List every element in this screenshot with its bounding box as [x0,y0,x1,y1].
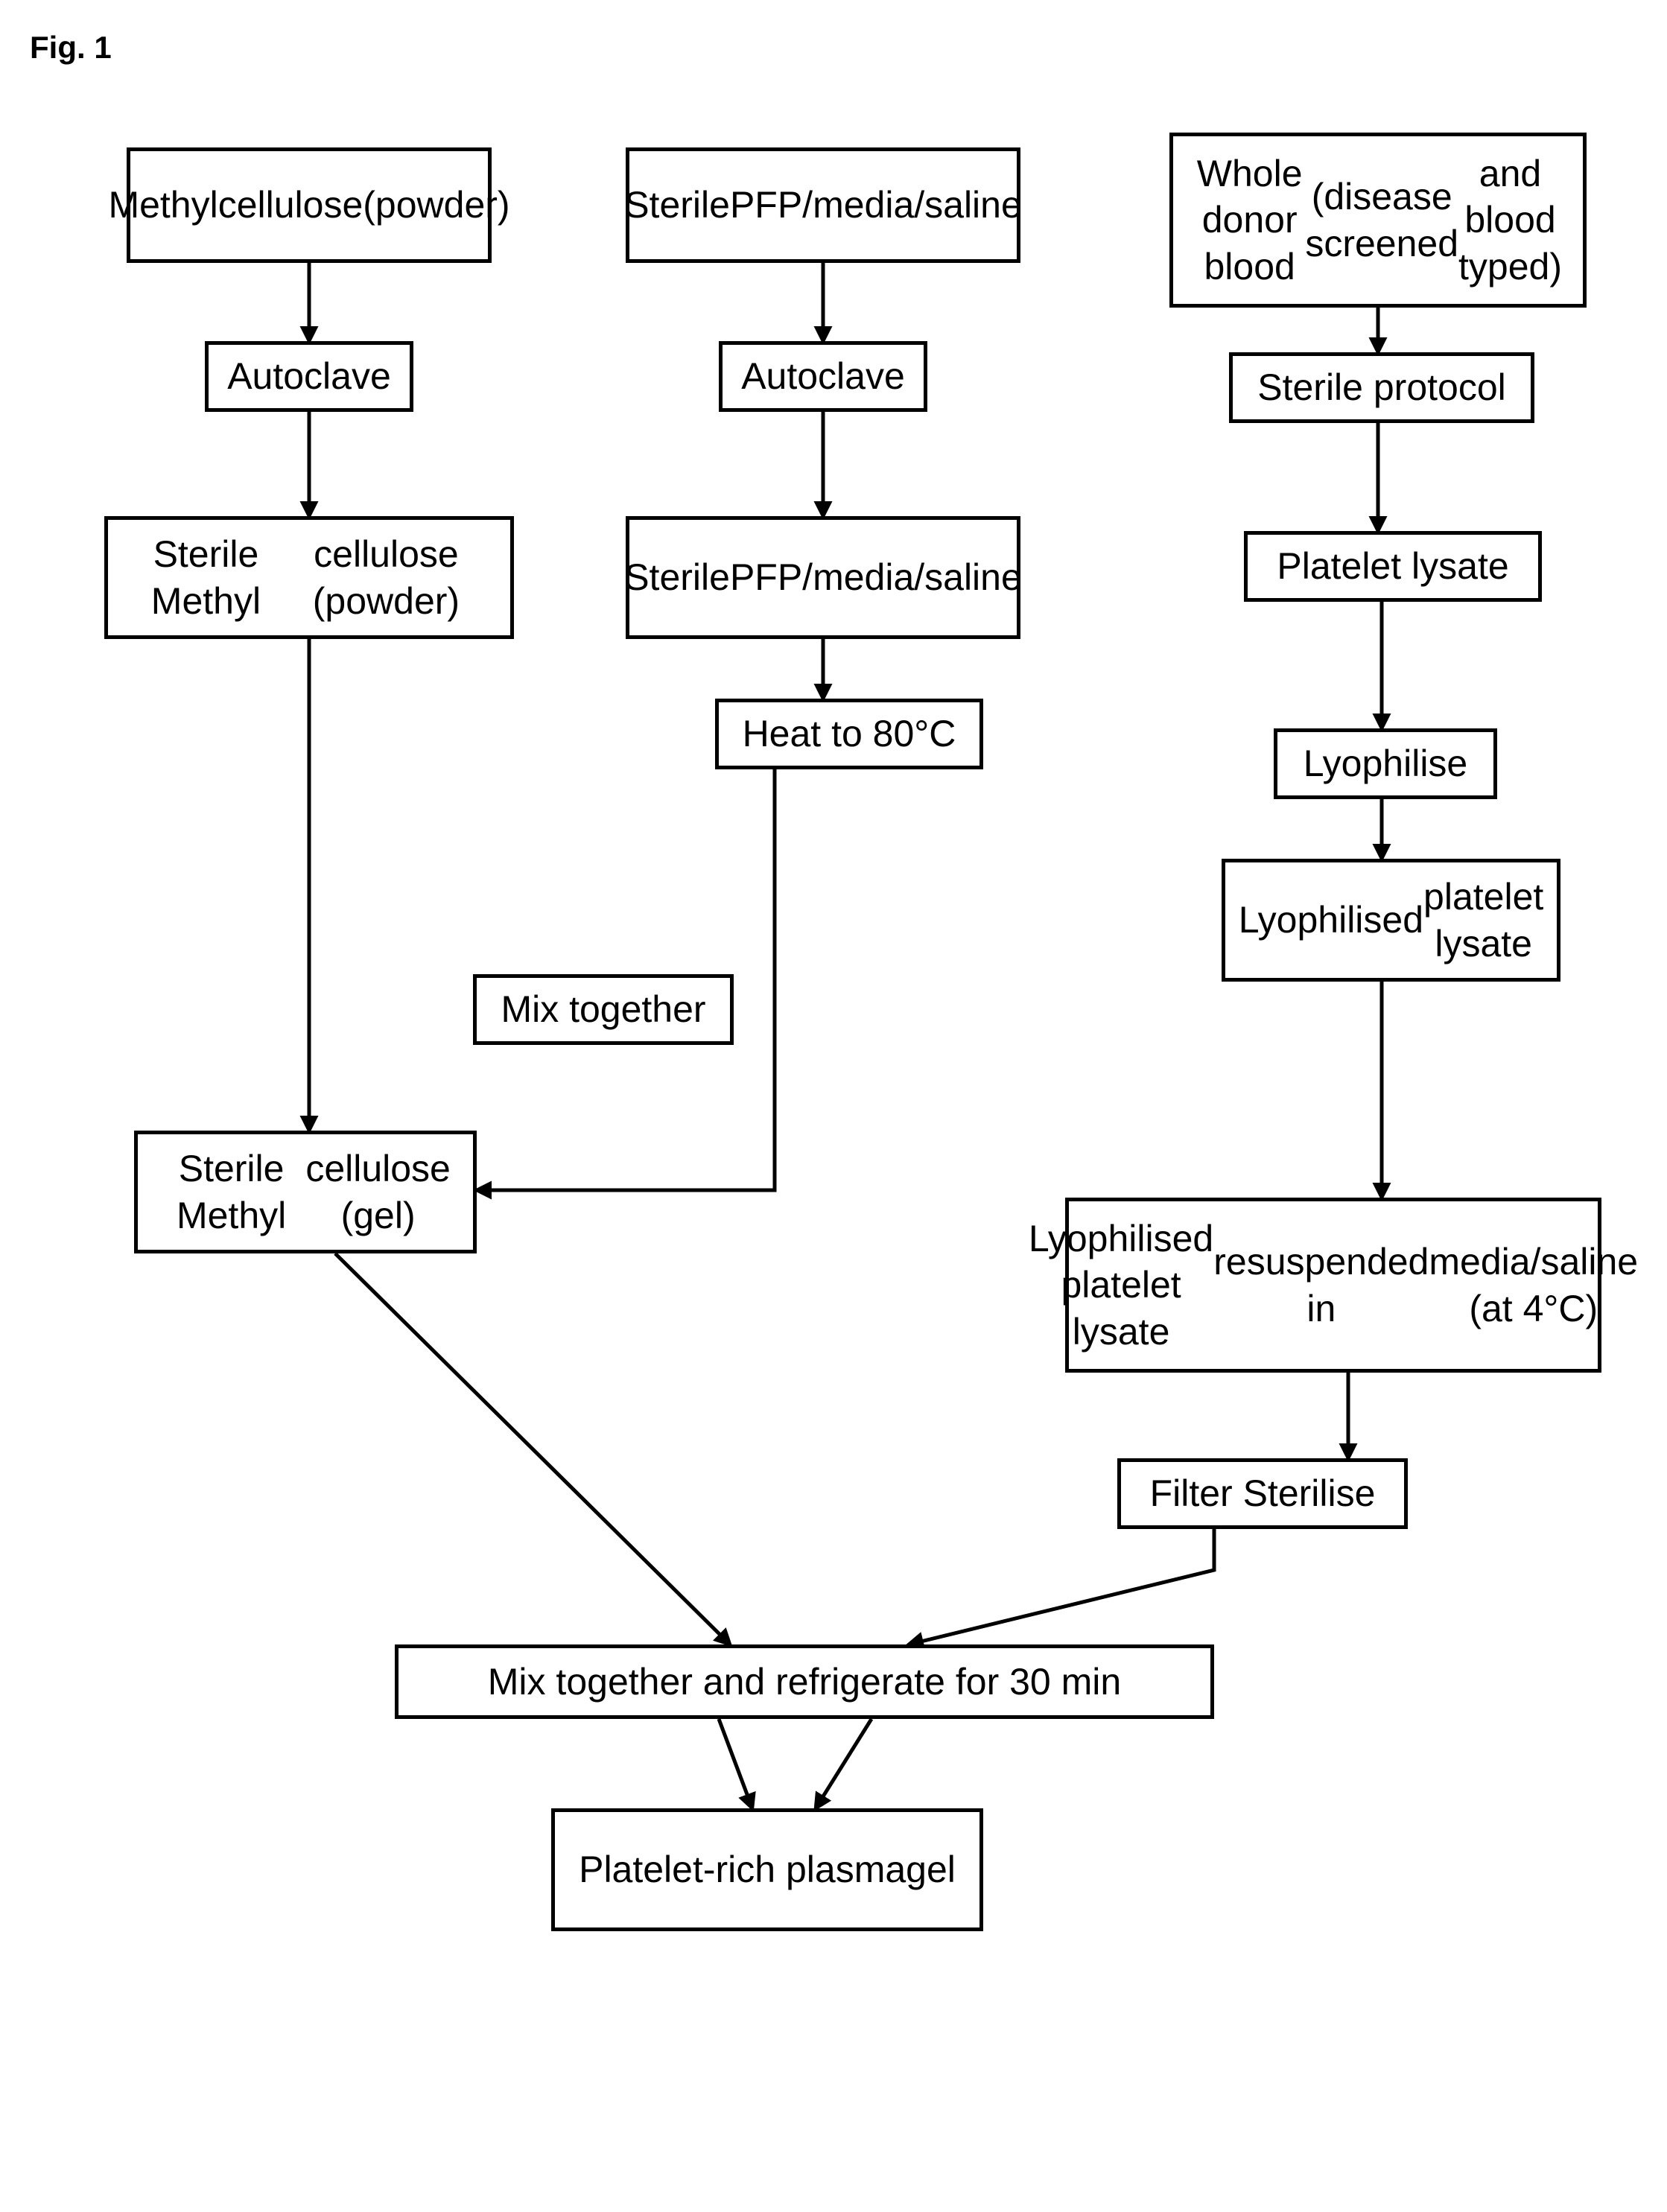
flowchart-diagram: Methylcellulose(powder) SterilePFP/media/… [30,88,1637,2173]
flowchart-edge [335,1253,730,1644]
flowchart-node-n10: Heat to 80°C [715,699,983,769]
flowchart-edge [719,1719,752,1808]
flowchart-node-n11: Lyophilise [1274,728,1497,799]
flowchart-node-n12: Lyophilisedplatelet lysate [1222,859,1560,982]
flowchart-node-n3: Whole donor blood(disease screenedand bl… [1169,133,1587,308]
flowchart-node-n6: Sterile protocol [1229,352,1534,423]
flowchart-node-n4: Autoclave [205,341,413,412]
flowchart-edge [909,1529,1214,1644]
flowchart-node-n17: Mix together and refrigerate for 30 min [395,1644,1214,1719]
flowchart-node-n16: Filter Sterilise [1117,1458,1408,1529]
flowchart-node-n14: Sterile Methylcellulose (gel) [134,1131,477,1253]
flowchart-node-n18: Platelet-rich plasmagel [551,1808,983,1931]
flowchart-edge [816,1719,871,1808]
flowchart-node-n13: Mix together [473,974,734,1045]
flowchart-node-n2: SterilePFP/media/saline [626,147,1020,263]
flowchart-node-n1: Methylcellulose(powder) [127,147,492,263]
flowchart-node-n7: Sterile Methylcellulose (powder) [104,516,514,639]
figure-label: Fig. 1 [30,30,1637,66]
flowchart-node-n8: SterilePFP/media/saline [626,516,1020,639]
flowchart-node-n9: Platelet lysate [1244,531,1542,602]
flowchart-node-n15: Lyophilised platelet lysateresuspended i… [1065,1198,1601,1373]
flowchart-node-n5: Autoclave [719,341,927,412]
